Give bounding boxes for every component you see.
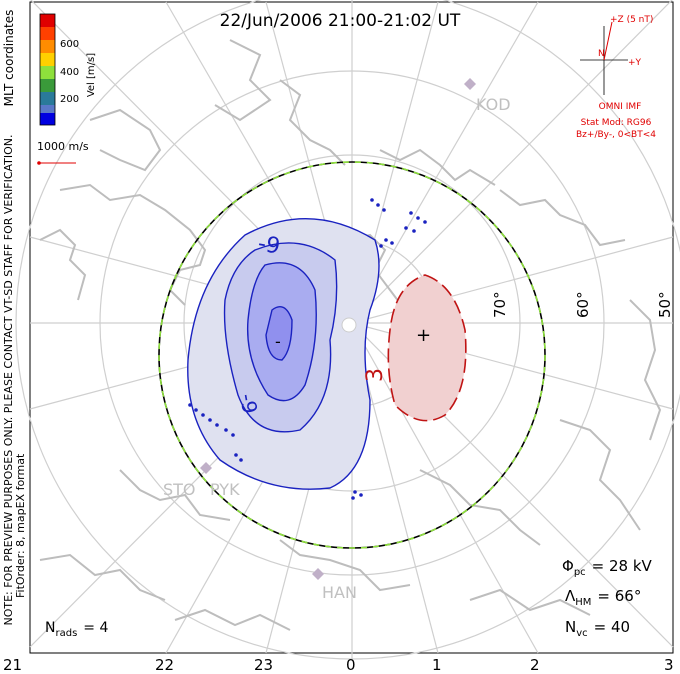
velocity-vectors (188, 198, 427, 500)
mlt-tick-2: 2 (530, 656, 540, 674)
lat-label-50: 50° (656, 291, 674, 318)
imf-n-label: N (598, 49, 605, 59)
station-kod: KOD (476, 95, 511, 114)
velocity-colorbar (39, 13, 56, 126)
mlt-tick-22: 22 (155, 656, 174, 674)
mlt-tick-21: 21 (3, 656, 22, 674)
station-sto: STO (163, 480, 196, 499)
hm-boundary-dash (158, 161, 546, 549)
contour-label-neg1: -9 (256, 231, 282, 259)
imf-vector (603, 21, 613, 61)
station-han: HAN (322, 583, 357, 602)
pole-marker (341, 317, 357, 333)
colorbar-tick-600: 600 (60, 39, 79, 50)
mlt-tick-1: 1 (432, 656, 442, 674)
contour-max-marker: + (416, 325, 431, 346)
fitorder-note: FitOrder: 8, mapEX format (14, 453, 27, 598)
mlt-tick-23: 23 (254, 656, 273, 674)
velocity-scale-label: 1000 m/s (37, 140, 89, 153)
mlt-tick-0: 0 (346, 656, 356, 674)
nrads-stat: Nrads = 4 (45, 620, 108, 639)
contour-min-marker: - (275, 332, 281, 351)
colorbar-tick-200: 200 (60, 94, 79, 105)
imf-condition: Bz+/By-, 0<BT<4 (576, 130, 656, 140)
nvc-stat: Nvc = 40 (565, 618, 630, 639)
imf-source: OMNI IMF (599, 102, 642, 112)
coordinate-label: MLT coordinates (2, 10, 16, 107)
contour-label-pos: 3 (363, 368, 388, 382)
phi-pc-stat: Φpc = 28 kV (562, 557, 653, 578)
preview-note: NOTE: FOR PREVIEW PURPOSES ONLY. PLEASE … (2, 134, 15, 625)
colorbar-tick-400: 400 (60, 67, 79, 78)
lat-label-70: 70° (491, 291, 509, 318)
negative-potential-cell (187, 218, 380, 490)
imf-y-label: +Y (628, 58, 642, 68)
contour-label-neg2: -9 (235, 392, 262, 416)
positive-potential-cell (387, 274, 467, 422)
imf-clock (580, 26, 628, 95)
lat-label-60: 60° (574, 291, 592, 318)
map-title: 22/Jun/2006 21:00-21:02 UT (220, 11, 461, 31)
station-markers (200, 78, 476, 580)
lambda-hm-stat: ΛHM = 66° (565, 587, 641, 608)
station-pyk: PYK (210, 480, 240, 499)
imf-stat-mod: Stat Mod: RG96 (581, 118, 652, 128)
mlt-tick-3: 3 (664, 656, 674, 674)
imf-z-label: +Z (5 nT) (610, 15, 653, 25)
colorbar-label: Vel [m/s] (86, 53, 97, 97)
